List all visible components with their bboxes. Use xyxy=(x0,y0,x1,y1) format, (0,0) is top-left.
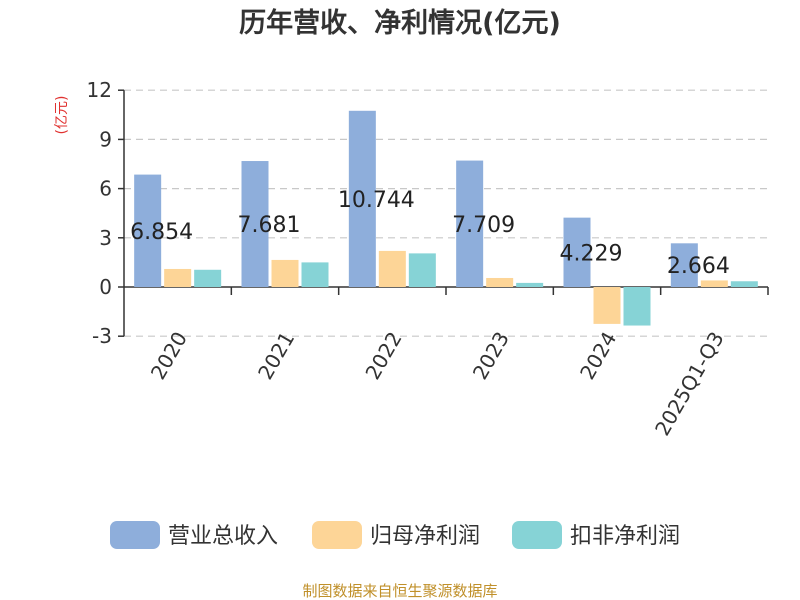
y-tick-label: 6 xyxy=(99,177,112,201)
data-label-2025Q1-Q3: 2.664 xyxy=(667,254,730,279)
data-label-2023: 7.709 xyxy=(452,213,515,238)
data-label-2020: 6.854 xyxy=(130,220,193,245)
bar-2022-series-0[interactable] xyxy=(348,110,376,287)
bar-2025Q1-Q3-series-1[interactable] xyxy=(700,280,728,287)
gridlines xyxy=(124,89,768,337)
bar-2023-series-1[interactable] xyxy=(486,277,514,287)
y-tick-label: 0 xyxy=(99,275,112,299)
bar-2024-series-0[interactable] xyxy=(563,217,591,287)
legend-swatch xyxy=(110,521,160,549)
y-axis-unit-label: (亿元) xyxy=(54,96,70,135)
y-tick-label: -3 xyxy=(92,324,112,348)
legend-label: 营业总收入 xyxy=(168,524,278,549)
bar-2025Q1-Q3-series-0[interactable] xyxy=(670,243,698,287)
chart-title: 历年营收、净利情况(亿元) xyxy=(239,7,561,39)
y-tick-label: 3 xyxy=(99,226,112,250)
legend[interactable]: 营业总收入 归母净利润 扣非净利润 xyxy=(110,521,680,549)
bar-2021-series-2[interactable] xyxy=(301,262,329,287)
data-source-note: 制图数据来自恒生聚源数据库 xyxy=(302,582,497,600)
legend-label: 归母净利润 xyxy=(370,524,480,549)
y-tick-label: 12 xyxy=(87,78,112,102)
legend-swatch xyxy=(312,521,362,549)
bars xyxy=(134,110,758,326)
data-label-2022: 10.744 xyxy=(338,188,415,213)
bar-2022-series-2[interactable] xyxy=(408,253,436,287)
bar-2022-series-1[interactable] xyxy=(378,250,406,287)
bar-2021-series-0[interactable] xyxy=(241,161,269,287)
bar-2023-series-2[interactable] xyxy=(516,282,544,287)
data-label-2024: 4.229 xyxy=(560,241,623,266)
data-label-2021: 7.681 xyxy=(238,213,301,238)
y-tick-label: 9 xyxy=(99,127,112,151)
bar-2020-series-2[interactable] xyxy=(194,269,222,287)
bar-2020-series-0[interactable] xyxy=(134,174,162,287)
bar-2024-series-2[interactable] xyxy=(623,287,651,326)
bar-2023-series-0[interactable] xyxy=(456,160,484,287)
legend-item-2[interactable]: 扣非净利润 xyxy=(512,521,680,549)
bar-2025Q1-Q3-series-2[interactable] xyxy=(730,281,758,287)
legend-label: 扣非净利润 xyxy=(570,524,680,549)
bar-2021-series-1[interactable] xyxy=(271,259,299,287)
legend-swatch xyxy=(512,521,562,549)
data-labels: 6.854 7.681 10.744 7.709 4.229 2.664 xyxy=(130,188,730,279)
legend-item-0[interactable]: 营业总收入 xyxy=(110,521,278,549)
x-tick-label: 2025Q1-Q3 xyxy=(650,328,729,440)
bar-2020-series-1[interactable] xyxy=(164,268,192,287)
legend-item-1[interactable]: 归母净利润 xyxy=(312,521,480,549)
bar-2024-series-1[interactable] xyxy=(593,287,621,324)
